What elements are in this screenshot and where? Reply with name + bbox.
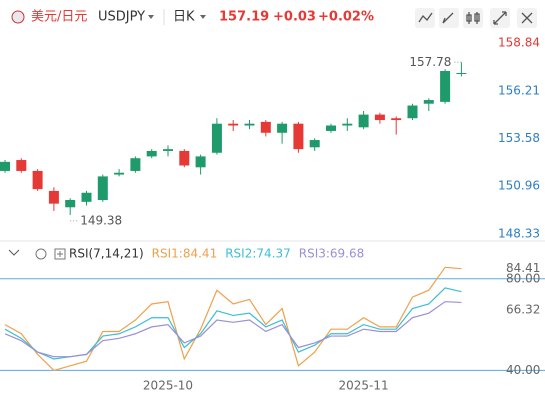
collapse-icon[interactable] <box>8 249 20 256</box>
candle-body <box>114 172 125 175</box>
candle-body <box>146 150 157 157</box>
legend-entry: RSI2:74.37 <box>225 247 291 261</box>
legend-entry: RSI1:84.41 <box>152 247 218 261</box>
tool-button[interactable] <box>463 8 483 28</box>
candle-body <box>309 140 320 148</box>
candle-body <box>195 156 206 168</box>
candle-body <box>32 170 43 190</box>
candle-body <box>374 114 385 121</box>
candle-body <box>0 161 10 171</box>
candle-body <box>277 123 288 133</box>
tool-icon <box>418 12 433 23</box>
candle-body <box>456 72 467 74</box>
x-tick-label: 2025-10 <box>143 379 193 393</box>
candle-body <box>130 158 141 171</box>
y-tick-label: 148.33 <box>498 227 540 241</box>
symbol[interactable]: USDJPY <box>98 10 145 25</box>
price: 157.19 <box>219 10 269 25</box>
dropdown-arrow[interactable] <box>200 15 206 19</box>
candle-body <box>244 123 255 126</box>
candle-body <box>326 125 336 131</box>
candle-body <box>81 192 92 202</box>
pair-name[interactable]: 美元/日元 <box>31 10 87 25</box>
annotation: 157.78 <box>409 55 451 69</box>
dropdown-arrow[interactable] <box>148 15 154 19</box>
x-tick-label: 2025-11 <box>339 379 389 393</box>
flag-icon <box>11 10 25 24</box>
toolbar <box>415 8 537 28</box>
tool-icon <box>521 12 533 24</box>
candle-body <box>440 70 451 102</box>
candle-body <box>16 160 27 171</box>
legend-entry: RSI3:69.68 <box>299 247 365 261</box>
y-tick-label: 80.00 <box>506 271 540 285</box>
candle-body <box>423 100 434 104</box>
settings-icon[interactable] <box>35 248 47 260</box>
candle-body <box>211 123 222 153</box>
annotation: 149.38 <box>80 213 122 227</box>
candle-body <box>48 190 59 204</box>
y-tick-label: 66.32 <box>506 303 540 317</box>
y-tick-label: 153.58 <box>498 131 540 145</box>
candle-body <box>358 114 369 128</box>
y-tick-label: 156.21 <box>498 83 540 97</box>
candle-body <box>179 150 190 166</box>
rsi-line <box>4 266 462 372</box>
change: +0.03 <box>273 10 316 25</box>
candle-body <box>407 105 418 119</box>
expand-icon[interactable] <box>54 248 66 260</box>
candle-body <box>293 123 304 150</box>
period[interactable]: 日K <box>173 10 195 25</box>
rsi-line <box>4 287 462 360</box>
tool-icon <box>466 12 480 24</box>
rsi-line <box>4 301 462 358</box>
change-pct: +0.02% <box>318 10 374 25</box>
y-tick-label: 158.84 <box>498 36 540 50</box>
y-tick-label: 150.96 <box>498 179 540 193</box>
candle-body <box>97 176 108 201</box>
candle-body <box>342 123 353 126</box>
candle-body <box>391 118 402 121</box>
candle-body <box>65 200 76 208</box>
candle-body <box>228 123 239 126</box>
expand-icon <box>57 251 63 257</box>
candle-body <box>260 121 271 133</box>
tool-icon <box>442 12 454 24</box>
tool-icon <box>493 11 507 25</box>
last-value-label: 84.41 <box>506 261 540 275</box>
indicator-title: RSI(7,14,21) <box>69 247 144 261</box>
y-tick-label: 40.00 <box>506 363 540 377</box>
candle-body <box>163 149 173 151</box>
tool-button[interactable] <box>439 8 459 28</box>
